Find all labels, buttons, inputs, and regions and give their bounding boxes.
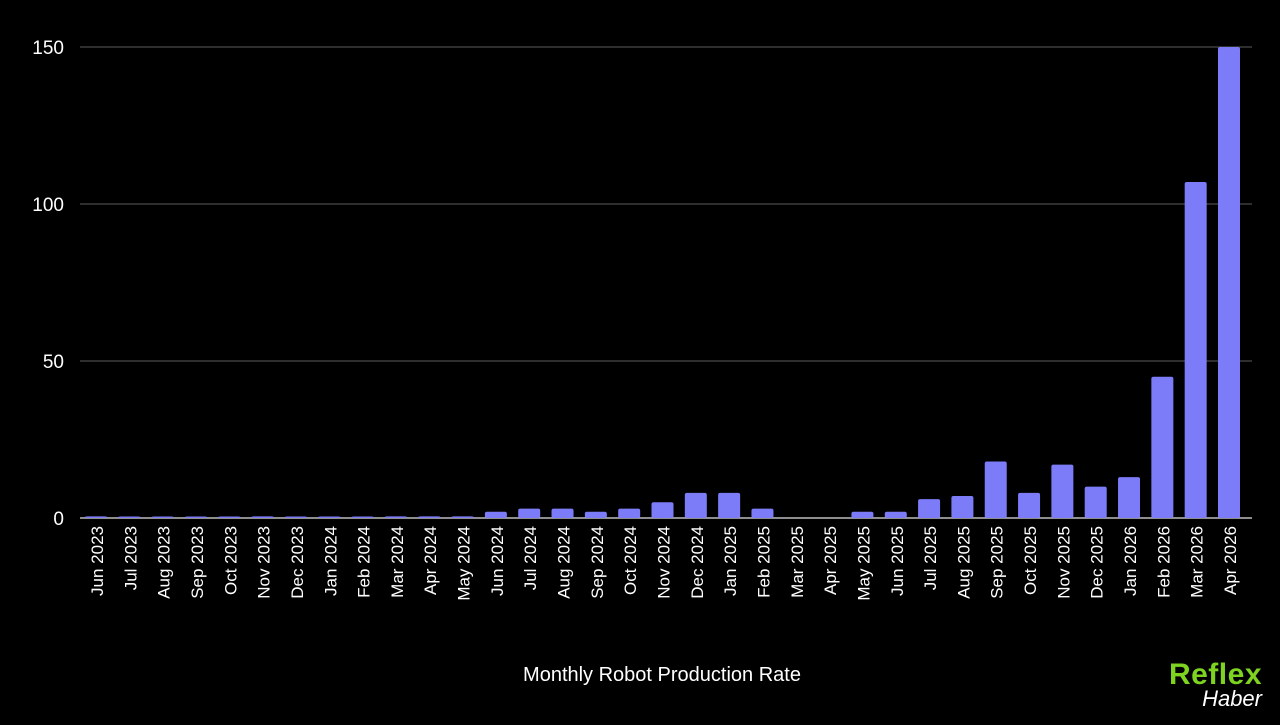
x-tick-label: Apr 2025 [821,526,840,595]
bar [452,516,474,518]
bar [518,509,540,518]
x-axis-title: Monthly Robot Production Rate [523,664,801,686]
x-tick-label: Feb 2025 [754,526,773,598]
y-tick-label: 100 [32,195,64,216]
x-axis-ticks: Jun 2023 Jul 2023 Aug 2023 Sep 2023 Oct 2023… [88,526,1240,601]
x-tick-label: Aug 2025 [954,526,973,599]
x-tick-label: Aug 2023 [155,526,174,599]
y-tick-label: 50 [43,352,64,373]
x-tick-label: Feb 2024 [355,526,374,598]
x-tick-label: Mar 2026 [1188,526,1207,598]
x-tick-label: Mar 2025 [788,526,807,598]
x-tick-label: Aug 2024 [555,526,574,599]
x-tick-label: Oct 2023 [221,526,240,595]
bar [1218,47,1240,518]
x-tick-label: Jan 2026 [1121,526,1140,596]
watermark-sub: Haber [1169,688,1262,710]
x-tick-label: Jul 2024 [521,526,540,590]
bar [652,502,674,518]
x-tick-label: Jul 2023 [121,526,140,590]
bar [1118,477,1140,518]
x-tick-label: Feb 2026 [1154,526,1173,598]
bar [152,517,174,519]
x-tick-label: Apr 2024 [421,526,440,595]
bar [118,517,140,519]
x-tick-label: Oct 2025 [1021,526,1040,595]
bar [218,517,240,519]
grid-lines [80,47,1252,518]
bar [685,493,707,518]
bar [485,512,507,518]
bar [1018,493,1040,518]
bar [318,517,340,519]
bar [1051,465,1073,518]
x-tick-label: Dec 2024 [688,526,707,599]
bar [285,517,307,519]
x-tick-label: Jun 2025 [888,526,907,596]
bar [185,517,207,519]
bar [951,496,973,518]
x-tick-label: Jun 2023 [88,526,107,596]
bar [885,512,907,518]
bar [252,516,274,518]
bar [1085,487,1107,518]
x-tick-label: Jun 2024 [488,526,507,596]
x-tick-label: May 2025 [854,526,873,601]
y-axis-ticks: 0 50 100 150 [32,38,64,530]
bar [385,516,407,518]
x-tick-label: Apr 2026 [1221,526,1240,595]
bar [918,499,940,518]
x-tick-label: Nov 2024 [655,526,674,599]
x-tick-label: Mar 2024 [388,526,407,598]
x-tick-label: Nov 2023 [255,526,274,599]
brand-watermark: Reflex Haber [1169,660,1262,710]
x-tick-label: Jul 2025 [921,526,940,590]
x-tick-label: Dec 2023 [288,526,307,599]
y-tick-label: 0 [53,509,64,530]
x-tick-label: Sep 2025 [988,526,1007,599]
x-tick-label: Sep 2023 [188,526,207,599]
bar [985,461,1007,518]
bars [85,47,1240,518]
bar [352,517,374,519]
bar [718,493,740,518]
bar [618,509,640,518]
bar [751,509,773,518]
bar [1151,377,1173,518]
x-tick-label: Sep 2024 [588,526,607,599]
bar [585,512,607,518]
bar [1185,182,1207,518]
x-tick-label: Jan 2024 [321,526,340,596]
x-tick-label: Oct 2024 [621,526,640,595]
y-tick-label: 150 [32,38,64,59]
bar [85,516,107,518]
x-tick-label: Dec 2025 [1088,526,1107,599]
bar [418,516,440,518]
x-tick-label: May 2024 [455,526,474,601]
x-tick-label: Nov 2025 [1054,526,1073,599]
bar [552,509,574,518]
x-tick-label: Jan 2025 [721,526,740,596]
bar [851,512,873,518]
